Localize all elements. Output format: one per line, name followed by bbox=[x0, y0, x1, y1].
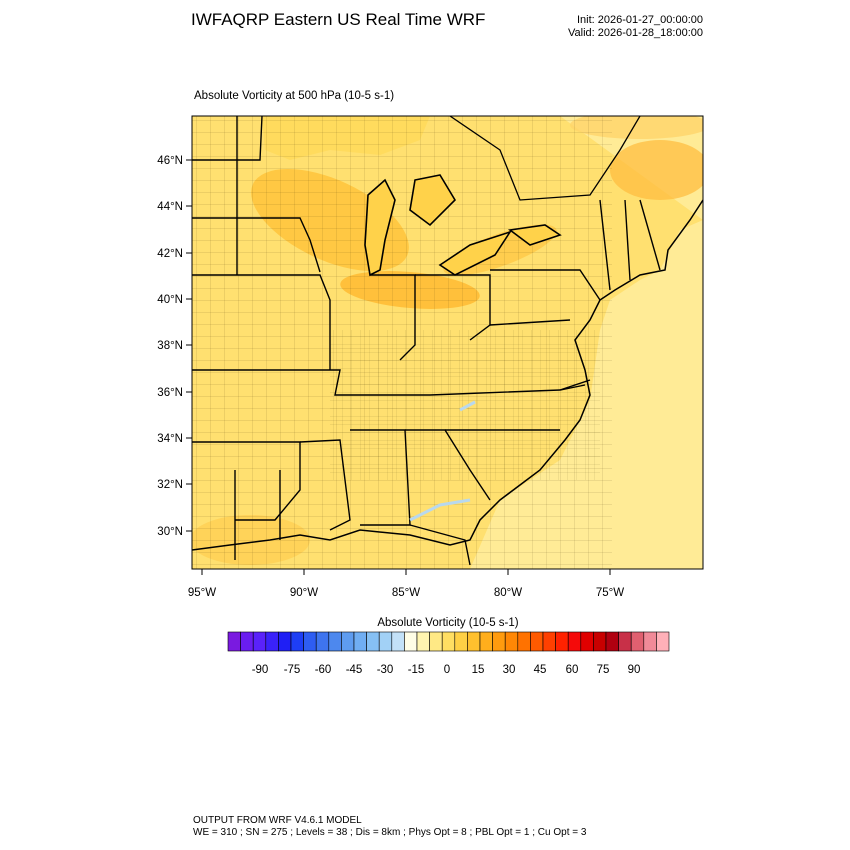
great-lakes bbox=[364, 174, 562, 277]
colorbar-box bbox=[593, 631, 607, 652]
colorbar-box bbox=[467, 631, 481, 652]
lat-label: 36°N bbox=[157, 387, 183, 399]
colorbar-box bbox=[643, 631, 657, 652]
lon-label: 90°W bbox=[290, 587, 318, 599]
state-boundaries bbox=[192, 116, 661, 566]
lat-label: 30°N bbox=[157, 526, 183, 538]
colorbar-tick-label: 15 bbox=[472, 664, 485, 676]
county-lines-east bbox=[330, 330, 600, 480]
time-info: Init: 2026-01-27_00:00:00 Valid: 2026-01… bbox=[568, 14, 703, 40]
colorbar-box bbox=[378, 631, 393, 652]
colorbar-box bbox=[580, 631, 594, 652]
colorbar-tick-label: 30 bbox=[503, 664, 516, 676]
colorbar-box bbox=[404, 631, 418, 652]
colorbar-tick-label: -30 bbox=[377, 664, 394, 676]
lon-label: 95°W bbox=[188, 587, 216, 599]
lat-label: 46°N bbox=[157, 155, 183, 167]
map-area bbox=[192, 116, 703, 569]
colorbar-box bbox=[391, 631, 405, 652]
footer-model-line: OUTPUT FROM WRF V4.6.1 MODEL bbox=[193, 815, 362, 826]
colorbar-box bbox=[290, 631, 304, 652]
colorbar-tick-label: 90 bbox=[628, 664, 641, 676]
colorbar-box bbox=[454, 631, 468, 652]
lat-labels: 46°N 44°N 42°N 40°N 38°N 36°N 34°N 32°N … bbox=[157, 155, 183, 538]
lat-label: 34°N bbox=[157, 433, 183, 445]
colorbar-tick-label: 60 bbox=[566, 664, 579, 676]
coastline bbox=[192, 199, 703, 551]
colorbar-box bbox=[341, 631, 355, 652]
init-time: Init: 2026-01-27_00:00:00 bbox=[577, 14, 703, 26]
colorbar-labels: -90 -75 -60 -45 -30 -15 0 15 30 45 60 75… bbox=[252, 664, 641, 676]
colorbar-box bbox=[227, 631, 241, 652]
colorbar-box bbox=[567, 631, 582, 652]
colorbar-box bbox=[366, 631, 380, 652]
lake-erie bbox=[438, 230, 512, 276]
vorticity-max-new-england bbox=[610, 140, 703, 200]
colorbar-box bbox=[278, 631, 292, 652]
colorbar-box bbox=[240, 631, 254, 652]
colorbar-box bbox=[479, 631, 493, 652]
colorbar-box bbox=[416, 631, 430, 652]
colorbar-box bbox=[530, 631, 544, 652]
colorbar-box bbox=[555, 631, 569, 652]
page-title: IWFAQRP Eastern US Real Time WRF bbox=[191, 10, 486, 29]
colorbar-box bbox=[492, 631, 506, 652]
reservoir-2 bbox=[459, 400, 476, 412]
colorbar-tick-label: 75 bbox=[597, 664, 610, 676]
lon-label: 85°W bbox=[392, 587, 420, 599]
colorbar-tick-label: 45 bbox=[534, 664, 547, 676]
ocean-region bbox=[470, 116, 703, 569]
lon-label: 75°W bbox=[596, 587, 624, 599]
colorbar-tick-label: -75 bbox=[284, 664, 301, 676]
colorbar-box bbox=[542, 631, 556, 652]
colorbar-box bbox=[517, 631, 531, 652]
colorbar-box bbox=[504, 631, 519, 652]
plot-subtitle: Absolute Vorticity at 500 hPa (10-5 s-1) bbox=[194, 90, 395, 102]
lat-ticks bbox=[186, 159, 192, 532]
valid-time: Valid: 2026-01-28_18:00:00 bbox=[568, 27, 703, 39]
colorbar-tick-label: -15 bbox=[408, 664, 425, 676]
colorbar-box bbox=[429, 631, 443, 652]
colorbar-box bbox=[328, 631, 342, 652]
colorbar bbox=[227, 631, 670, 652]
colorbar-tick-label: -90 bbox=[252, 664, 269, 676]
colorbar-box bbox=[630, 631, 645, 652]
lon-labels: 95°W 90°W 85°W 80°W 75°W bbox=[188, 587, 624, 599]
lat-label: 44°N bbox=[157, 201, 183, 213]
colorbar-box bbox=[353, 631, 367, 652]
colorbar-box bbox=[315, 631, 330, 652]
colorbar-box bbox=[605, 631, 619, 652]
reservoir bbox=[409, 498, 471, 522]
colorbar-box bbox=[252, 631, 267, 652]
lat-label: 32°N bbox=[157, 479, 183, 491]
colorbar-title: Absolute Vorticity (10-5 s-1) bbox=[377, 617, 518, 629]
lake-michigan bbox=[364, 178, 396, 277]
lat-label: 38°N bbox=[157, 340, 183, 352]
map-frame bbox=[191, 115, 704, 570]
colorbar-tick-label: 0 bbox=[444, 664, 450, 676]
colorbar-box bbox=[265, 631, 279, 652]
lat-label: 42°N bbox=[157, 248, 183, 260]
colorbar-box bbox=[618, 631, 632, 652]
canada-border bbox=[449, 116, 641, 201]
lon-ticks bbox=[201, 569, 611, 575]
footer-config-line: WE = 310 ; SN = 275 ; Levels = 38 ; Dis … bbox=[193, 827, 587, 838]
colorbar-box bbox=[441, 631, 456, 652]
lon-label: 80°W bbox=[494, 587, 522, 599]
footer: OUTPUT FROM WRF V4.6.1 MODEL WE = 310 ; … bbox=[193, 815, 586, 839]
lake-huron bbox=[409, 174, 457, 227]
colorbar-box bbox=[303, 631, 317, 652]
colorbar-tick-label: -45 bbox=[346, 664, 363, 676]
colorbar-box bbox=[656, 631, 670, 652]
lat-label: 40°N bbox=[157, 294, 183, 306]
lake-ontario bbox=[507, 224, 562, 246]
colorbar-tick-label: -60 bbox=[315, 664, 332, 676]
